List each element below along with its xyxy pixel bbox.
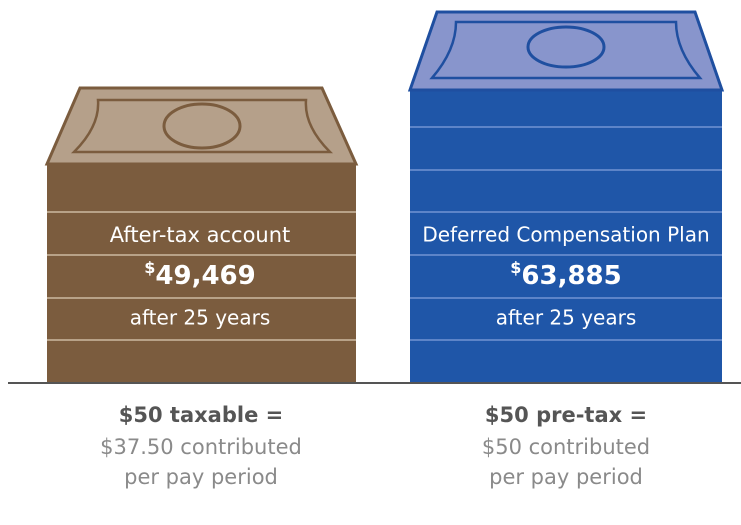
after-tax-stack: After-tax account $49,469 after 25 years — [47, 88, 356, 383]
caption-title: $50 taxable = — [119, 403, 283, 427]
amount-value: 63,885 — [521, 261, 621, 291]
caption-line: $37.50 contributed — [100, 435, 302, 459]
caption-line: $50 contributed — [482, 435, 650, 459]
currency: $ — [144, 258, 155, 277]
page: After-tax account $49,469 after 25 years… — [0, 0, 741, 525]
amount: $49,469 — [144, 258, 255, 291]
stack-label: After-tax account — [110, 223, 291, 247]
caption-title: $50 pre-tax = — [485, 403, 647, 427]
infographic: After-tax account $49,469 after 25 years… — [0, 0, 741, 525]
period: after 25 years — [496, 306, 637, 330]
period: after 25 years — [130, 306, 271, 330]
caption-line: per pay period — [489, 465, 643, 489]
currency: $ — [510, 258, 521, 277]
amount-value: 49,469 — [155, 261, 255, 291]
stack-label: Deferred Compensation Plan — [422, 223, 709, 247]
deferred-stack: Deferred Compensation Plan $63,885 after… — [410, 12, 722, 383]
caption-line: per pay period — [124, 465, 278, 489]
amount: $63,885 — [510, 258, 621, 291]
